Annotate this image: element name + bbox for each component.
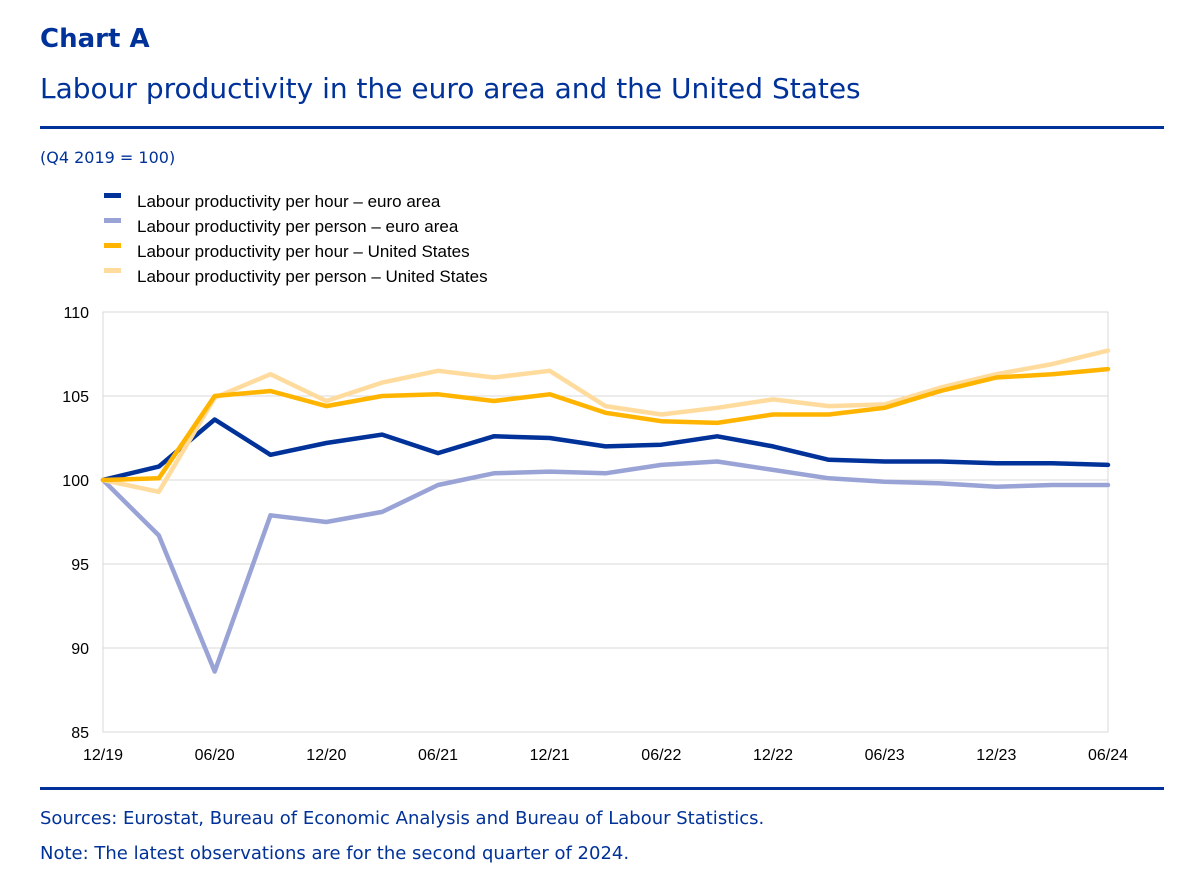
series-line	[100, 417, 1111, 483]
x-tick-label: 06/23	[865, 747, 905, 764]
chart-title: Labour productivity in the euro area and…	[40, 72, 861, 105]
top-divider	[40, 126, 1164, 129]
x-tick-label: 12/21	[530, 747, 570, 764]
x-tick-label: 06/21	[418, 747, 458, 764]
x-axis: 12/19 06/20 12/20 06/21 12/21 06/22 12/22 06/23…	[83, 747, 1128, 764]
footnote: Note: The latest observations are for th…	[40, 843, 630, 864]
chart-label: Chart A	[40, 24, 150, 54]
bottom-divider	[40, 787, 1164, 790]
gridlines	[103, 311, 1108, 733]
chart-subtitle: (Q4 2019 = 100)	[40, 148, 176, 167]
y-tick-label: 95	[71, 557, 89, 574]
plot-area-border	[102, 311, 1109, 733]
y-tick-label: 85	[71, 725, 89, 742]
y-tick-label: 110	[63, 305, 89, 322]
legend-swatch	[104, 268, 121, 273]
legend: Labour productivity per hour – euro area…	[104, 192, 488, 286]
sources-note: Sources: Eurostat, Bureau of Economic An…	[40, 808, 765, 829]
y-tick-label: 105	[62, 389, 89, 406]
legend-label: Labour productivity per person – United …	[137, 267, 488, 286]
x-tick-label: 06/24	[1088, 747, 1128, 764]
x-tick-label: 12/20	[306, 747, 346, 764]
x-tick-label: 12/23	[976, 747, 1016, 764]
y-axis: 85 90 95 100 105 110	[62, 305, 89, 742]
series-line	[100, 348, 1111, 495]
legend-swatch	[104, 243, 121, 248]
x-tick-label: 12/19	[83, 747, 123, 764]
series-lines	[100, 348, 1111, 674]
legend-swatch	[104, 218, 121, 223]
x-tick-label: 06/20	[195, 747, 235, 764]
legend-swatch	[104, 193, 121, 198]
series-line	[100, 459, 1111, 674]
y-tick-label: 100	[62, 473, 89, 490]
legend-label: Labour productivity per hour – United St…	[137, 242, 470, 261]
x-tick-label: 06/22	[641, 747, 681, 764]
legend-label: Labour productivity per hour – euro area	[137, 192, 441, 211]
y-tick-label: 90	[71, 641, 89, 658]
x-tick-label: 12/22	[753, 747, 793, 764]
legend-label: Labour productivity per person – euro ar…	[137, 217, 459, 236]
series-line	[100, 366, 1111, 483]
